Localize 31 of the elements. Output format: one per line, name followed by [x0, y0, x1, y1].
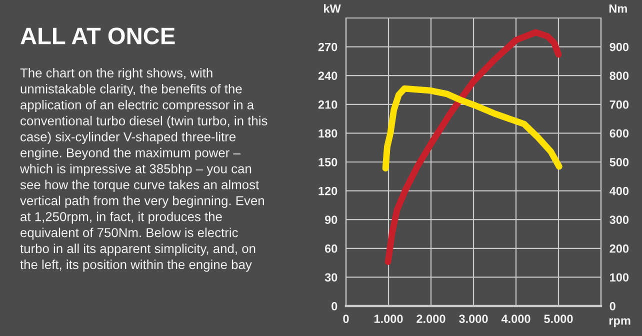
- y2-tick-label: 900: [610, 42, 629, 52]
- x-tick-label: 3.000: [459, 314, 488, 324]
- y2-tick-label: 200: [610, 244, 629, 253]
- x-tick-label: 1.000: [374, 314, 403, 324]
- x-tick-label: 5.000: [544, 314, 573, 324]
- y2-tick-label: 400: [610, 186, 629, 196]
- y2-tick-label: 800: [610, 72, 629, 80]
- text: ALL AT ONCE: [20, 28, 175, 44]
- y2-tick-label: 300: [610, 216, 629, 224]
- y-axis-title: kW: [324, 4, 341, 13]
- y-tick-label: 30: [324, 273, 338, 282]
- y-tick-label: 60: [324, 244, 338, 253]
- x-tick-label: 0: [343, 314, 349, 324]
- y2-tick-label: 100: [610, 273, 629, 282]
- y-tick-label: 210: [318, 100, 338, 109]
- y2-tick-label: 0: [610, 302, 616, 310]
- y2-tick-label: 700: [610, 100, 629, 109]
- x-tick-label: 4.000: [501, 314, 530, 324]
- y-tick-label: 150: [318, 158, 338, 166]
- y2-axis-title: Nm: [609, 4, 627, 13]
- text: The chart on the right shows, with unmistakable clarity, the benefits of the application of an electric compressor in a conventional turbo diesel (twin turbo, in this case) six-cylinder V-shaped three-litre engine. Beyond the maximum power – which is impressive at 385bhp – you can see how the torque curve takes an almost vertical path from the very beginning. Even at 1,250rpm, in fact, it produces the equivalent of 750Nm. Below is electric turbo in all its apparent simplicity, and, on the left, its position within the engine bay: [20, 68, 268, 272]
- x-axis-title: rpm: [609, 318, 630, 328]
- y2-tick-label: 600: [610, 129, 629, 138]
- x-tick-label: 2.000: [416, 314, 446, 324]
- y-tick-label: 270: [318, 42, 338, 52]
- y-tick-label: 240: [318, 72, 338, 80]
- y2-tick-label: 500: [610, 158, 629, 166]
- y-tick-label: 90: [324, 216, 338, 224]
- y-tick-label: 0: [332, 302, 338, 310]
- y-tick-label: 180: [318, 129, 338, 138]
- y-tick-label: 120: [318, 186, 338, 196]
